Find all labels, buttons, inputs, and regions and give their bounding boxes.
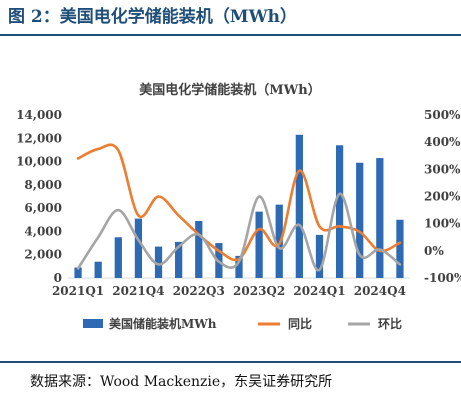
legend-swatch-bar <box>83 319 103 328</box>
y-left-tick-label: 4,000 <box>24 224 62 238</box>
bar-2024Q1 <box>315 234 324 278</box>
legend-label: 同比 <box>288 316 312 331</box>
qoq-line <box>76 192 402 272</box>
bar-2021Q2 <box>94 261 102 278</box>
chart: 美国电化学储能装机（MWh） 0 2,000 4,000 6,000 8,000 10,0… <box>16 82 461 331</box>
y-right-tick-label: 0% <box>424 244 444 258</box>
x-tick-label: 2021Q4 <box>112 284 164 298</box>
bar-2024Q4 <box>376 158 384 278</box>
bar-2024Q3 <box>356 162 364 278</box>
bar-2022Q2 <box>175 241 183 278</box>
x-tick-label: 2024Q4 <box>354 284 406 298</box>
bar-2022Q1 <box>154 246 163 278</box>
y-left-tick-label: 10,000 <box>16 155 62 169</box>
bar-2024Q2 <box>335 145 344 278</box>
bar-2023Q1 <box>235 255 243 278</box>
bar-2021Q3 <box>114 237 122 278</box>
y-right-tick-label: 500% <box>424 108 461 122</box>
line-series <box>76 143 402 272</box>
x-tick-label: 2022Q3 <box>173 284 225 298</box>
bar-series <box>74 134 404 278</box>
title-rule <box>0 34 461 36</box>
bar-2023Q4 <box>295 134 303 278</box>
bar-2023Q2 <box>255 211 263 278</box>
y-right-tick-label: -100% <box>424 271 461 285</box>
yoy-line <box>76 143 402 262</box>
bar-2021Q1 <box>74 267 82 278</box>
y-left-tick-label: 12,000 <box>16 131 62 145</box>
legend-label: 美国储能装机MWh <box>109 316 217 331</box>
figure-title: 图 2：美国电化学储能装机（MWh） <box>8 7 298 27</box>
chart-title: 美国电化学储能装机（MWh） <box>139 82 320 98</box>
y-left-tick-label: 0 <box>54 271 62 285</box>
source-rule <box>0 361 461 363</box>
x-tick-label: 2023Q2 <box>233 284 285 298</box>
y-right-tick-label: 300% <box>424 162 461 176</box>
axes: 0 2,000 4,000 6,000 8,000 10,000 12,000 14,000 -… <box>16 108 461 298</box>
source-note: 数据来源：Wood Mackenzie，东吴证券研究所 <box>30 374 333 390</box>
x-tick-label: 2024Q1 <box>293 284 345 298</box>
legend: 美国储能装机MWh 同比 环比 <box>83 316 402 331</box>
legend-label: 环比 <box>378 316 402 331</box>
y-left-tick-label: 8,000 <box>24 178 62 192</box>
y-left-tick-label: 14,000 <box>16 108 62 122</box>
y-left-tick-label: 2,000 <box>24 248 62 262</box>
bar-2021Q4 <box>134 218 143 278</box>
y-left-tick-label: 6,000 <box>24 201 62 215</box>
bar-2022Q3 <box>195 220 203 278</box>
x-tick-label: 2021Q1 <box>52 284 104 298</box>
y-right-tick-label: 400% <box>424 135 461 149</box>
y-right-tick-label: 100% <box>424 217 461 231</box>
y-right-tick-label: 200% <box>424 190 461 204</box>
bar-2025Q1 <box>396 219 404 278</box>
